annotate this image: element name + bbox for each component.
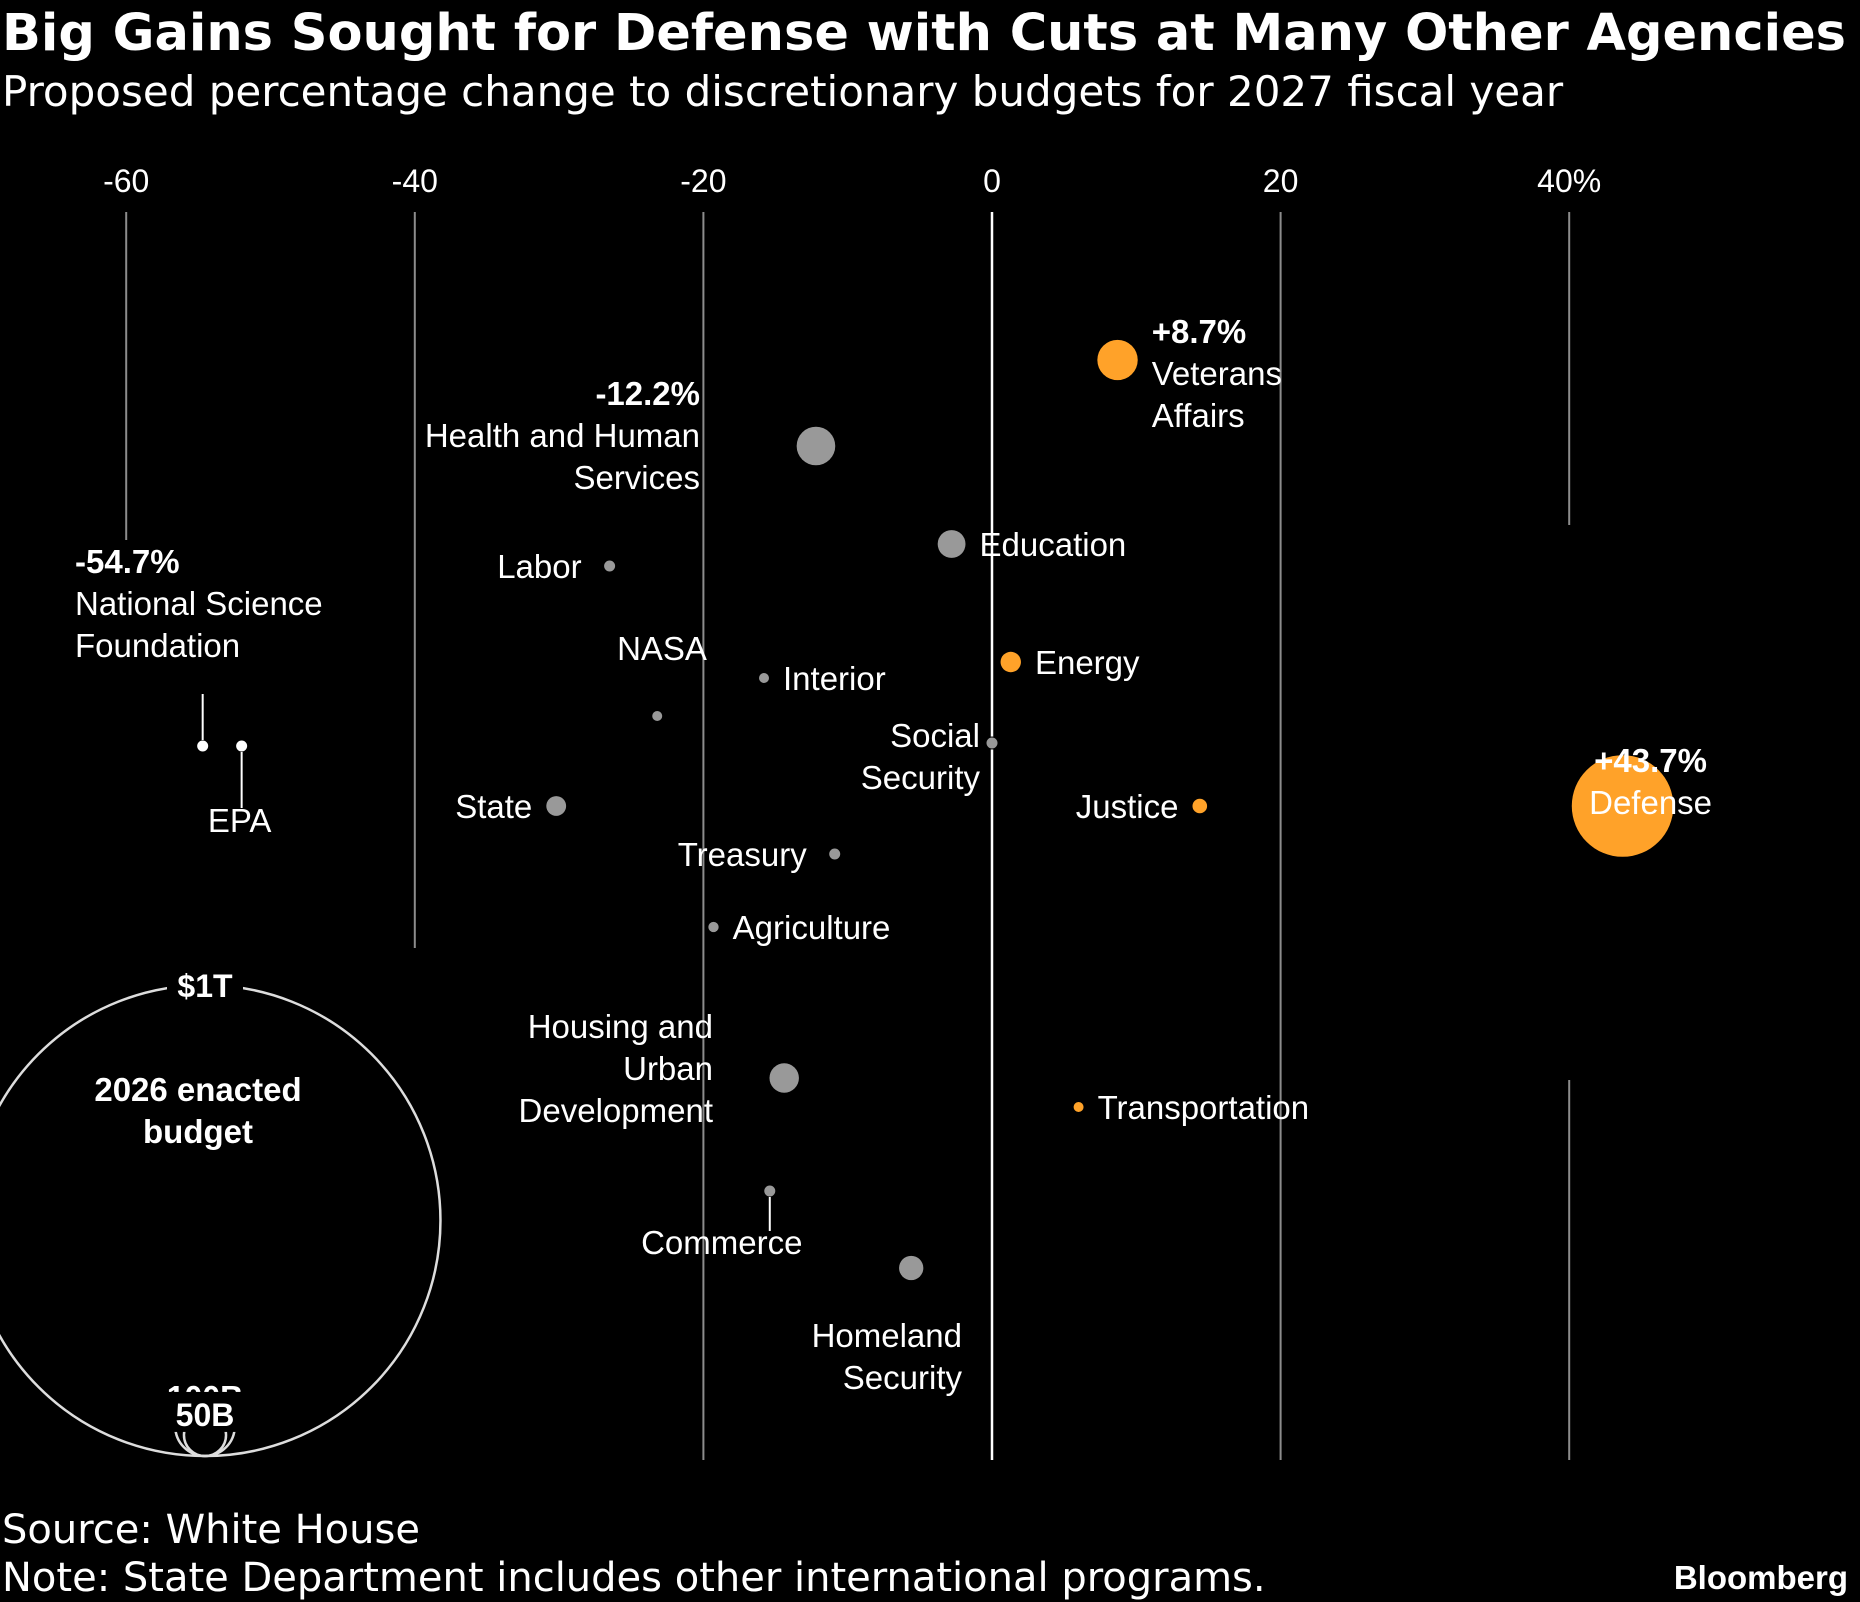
point-label-justice: Justice (1076, 788, 1179, 825)
point-label-interior: Interior (783, 660, 886, 697)
bubble-housing-and-urban-development (769, 1063, 799, 1093)
bubble-health-and-human-services (796, 426, 836, 466)
bubble-treasury (828, 847, 842, 861)
point-label-health-and-human-services: Health and Human Services (425, 417, 700, 496)
bubble-labor (603, 559, 617, 573)
point-label-state: State (455, 788, 532, 825)
point-label-commerce: Commerce (641, 1224, 802, 1261)
x-tick-label: -60 (103, 163, 149, 199)
point-label-energy: Energy (1035, 644, 1140, 681)
point-label-housing-and-urban-development: Housing and Urban Development (519, 1008, 713, 1129)
bubble-energy (1000, 651, 1021, 673)
x-tick-label: 20 (1263, 163, 1299, 199)
bubble-epa (235, 739, 249, 753)
bubble-justice (1192, 798, 1208, 814)
size-legend-title: 2026 enacted budget (94, 1071, 301, 1150)
bloomberg-logo: Bloomberg (1673, 1559, 1848, 1596)
x-tick-label: -40 (392, 163, 438, 199)
source-note: Source: White House (2, 1507, 420, 1553)
point-label-defense: Defense (1589, 784, 1712, 821)
chart-subtitle: Proposed percentage change to discretion… (2, 67, 1564, 116)
bubble-homeland-security (899, 1255, 924, 1281)
value-label-health-and-human-services: -12.2% (595, 375, 700, 412)
point-label-labor: Labor (497, 548, 581, 585)
bubble-transportation (1073, 1102, 1084, 1112)
bubble-education (937, 530, 966, 558)
point-label-transportation: Transportation (1098, 1089, 1310, 1126)
bubble-national-science-foundation (196, 739, 210, 753)
point-label-homeland-security: Homeland Security (812, 1317, 963, 1396)
bubble-agriculture (708, 921, 719, 933)
point-label-nasa: NASA (617, 630, 707, 667)
size-legend-label-bg (167, 963, 243, 1004)
footnote: Note: State Department includes other in… (2, 1555, 1266, 1601)
x-tick-label: 0 (983, 163, 1001, 199)
bubble-veterans-affairs (1097, 339, 1138, 381)
bubble-commerce (763, 1184, 777, 1198)
bubble-state (546, 796, 567, 816)
x-tick-label: -20 (680, 163, 726, 199)
point-label-agriculture: Agriculture (733, 909, 891, 946)
point-label-education: Education (980, 526, 1127, 563)
size-legend-label-bg (159, 1391, 251, 1432)
point-label-veterans-affairs: Veterans Affairs (1152, 355, 1282, 434)
value-label-veterans-affairs: +8.7% (1152, 313, 1247, 350)
bubble-interior (759, 673, 770, 683)
x-tick-label: 40% (1537, 163, 1601, 199)
point-label-social-security: Social Security (861, 717, 981, 796)
value-label-national-science-foundation: -54.7% (75, 543, 180, 580)
size-legend-label: 50B (176, 1397, 235, 1433)
bubble-social-security (985, 736, 999, 750)
bubble-defense (1571, 755, 1674, 857)
chart-title: Big Gains Sought for Defense with Cuts a… (2, 4, 1847, 63)
value-label-defense: +43.7% (1594, 742, 1707, 779)
point-label-treasury: Treasury (678, 836, 807, 873)
bubble-nasa (652, 711, 663, 721)
size-legend-label: $1T (177, 968, 233, 1004)
point-label-national-science-foundation: National Science Foundation (75, 585, 323, 664)
point-label-epa: EPA (208, 802, 272, 839)
